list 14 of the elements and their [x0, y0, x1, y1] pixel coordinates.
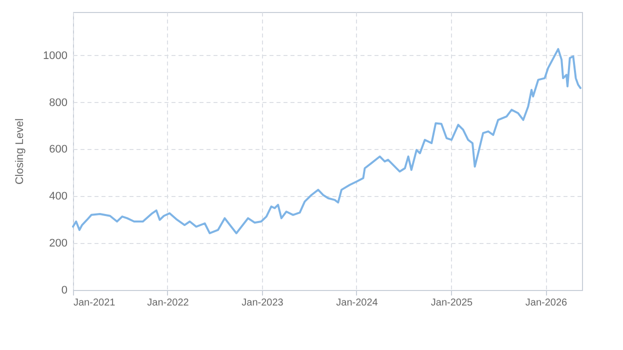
- line-series: [72, 48, 582, 234]
- x-tick-label: Jan-2026: [525, 298, 568, 308]
- y-tick-label: 0: [61, 284, 68, 296]
- y-axis-title: Closing Level: [14, 118, 26, 185]
- x-tick-label: Jan-2021: [74, 298, 116, 308]
- y-tick-label: 800: [49, 96, 68, 109]
- y-tick-label: 1000: [43, 50, 68, 62]
- x-tick-label: Jan-2022: [147, 298, 190, 308]
- y-tick-label: 200: [49, 238, 68, 250]
- x-tick-label: Jan-2025: [430, 298, 474, 308]
- x-tick-label: Jan-2023: [242, 298, 284, 308]
- y-tick-label: 600: [49, 144, 68, 156]
- x-tick-label: Jan-2024: [336, 298, 378, 308]
- y-tick-label: 400: [49, 190, 68, 203]
